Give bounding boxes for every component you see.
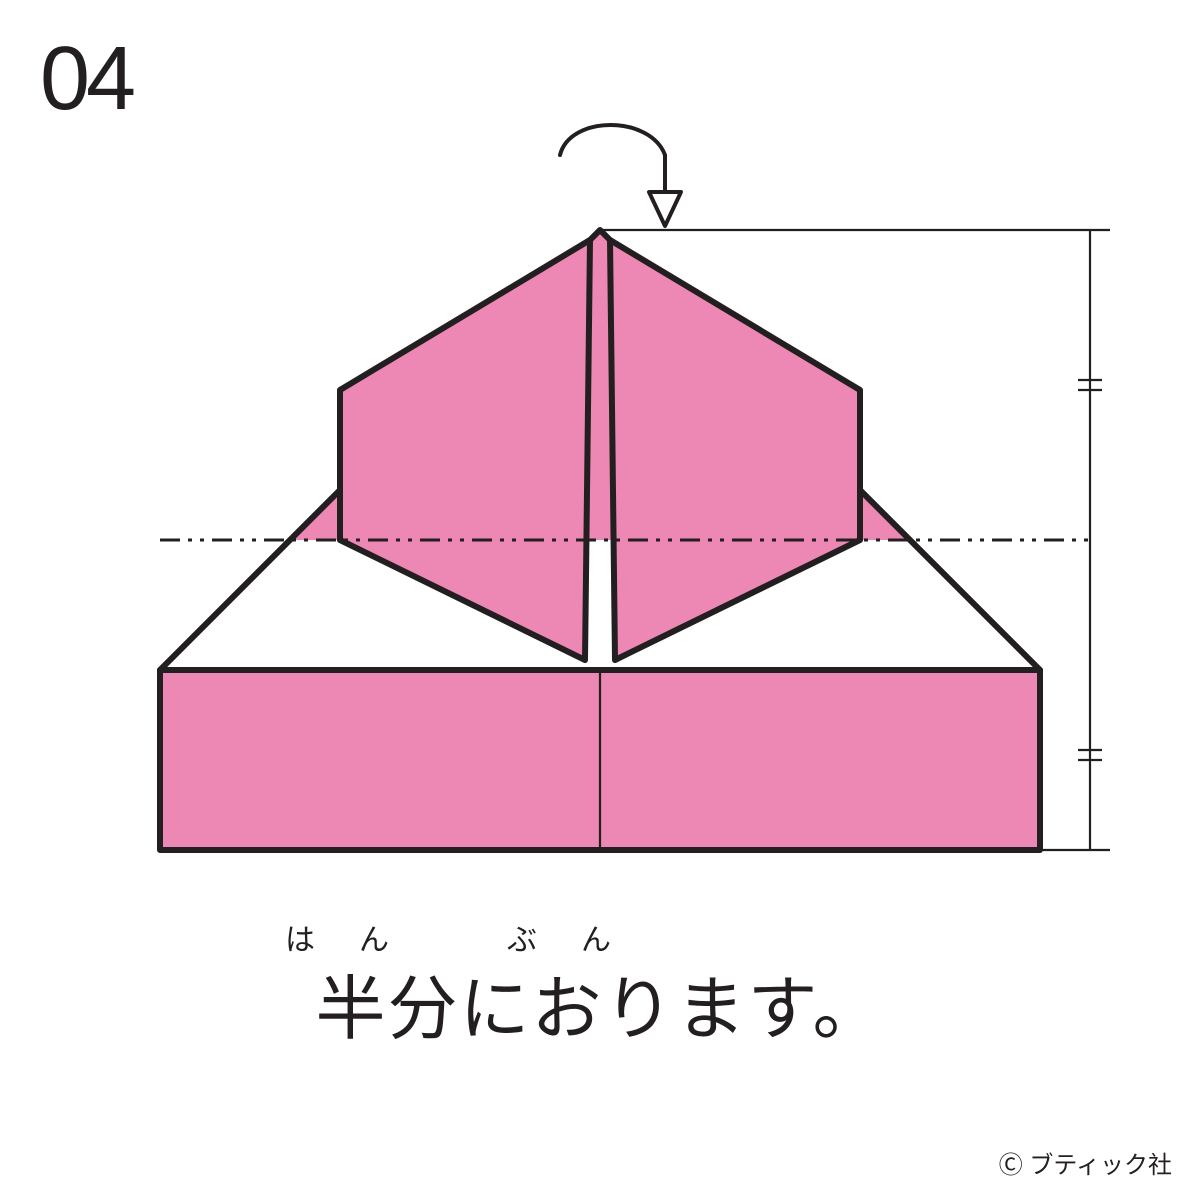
diagram-svg — [60, 100, 1140, 880]
origami-diagram — [60, 100, 1140, 880]
caption: はん ぶん 半分におります。 — [0, 915, 1200, 1054]
caption-main: 半分におります。 — [0, 953, 1200, 1054]
copyright: Ⓒ ブティック社 — [999, 1145, 1172, 1180]
